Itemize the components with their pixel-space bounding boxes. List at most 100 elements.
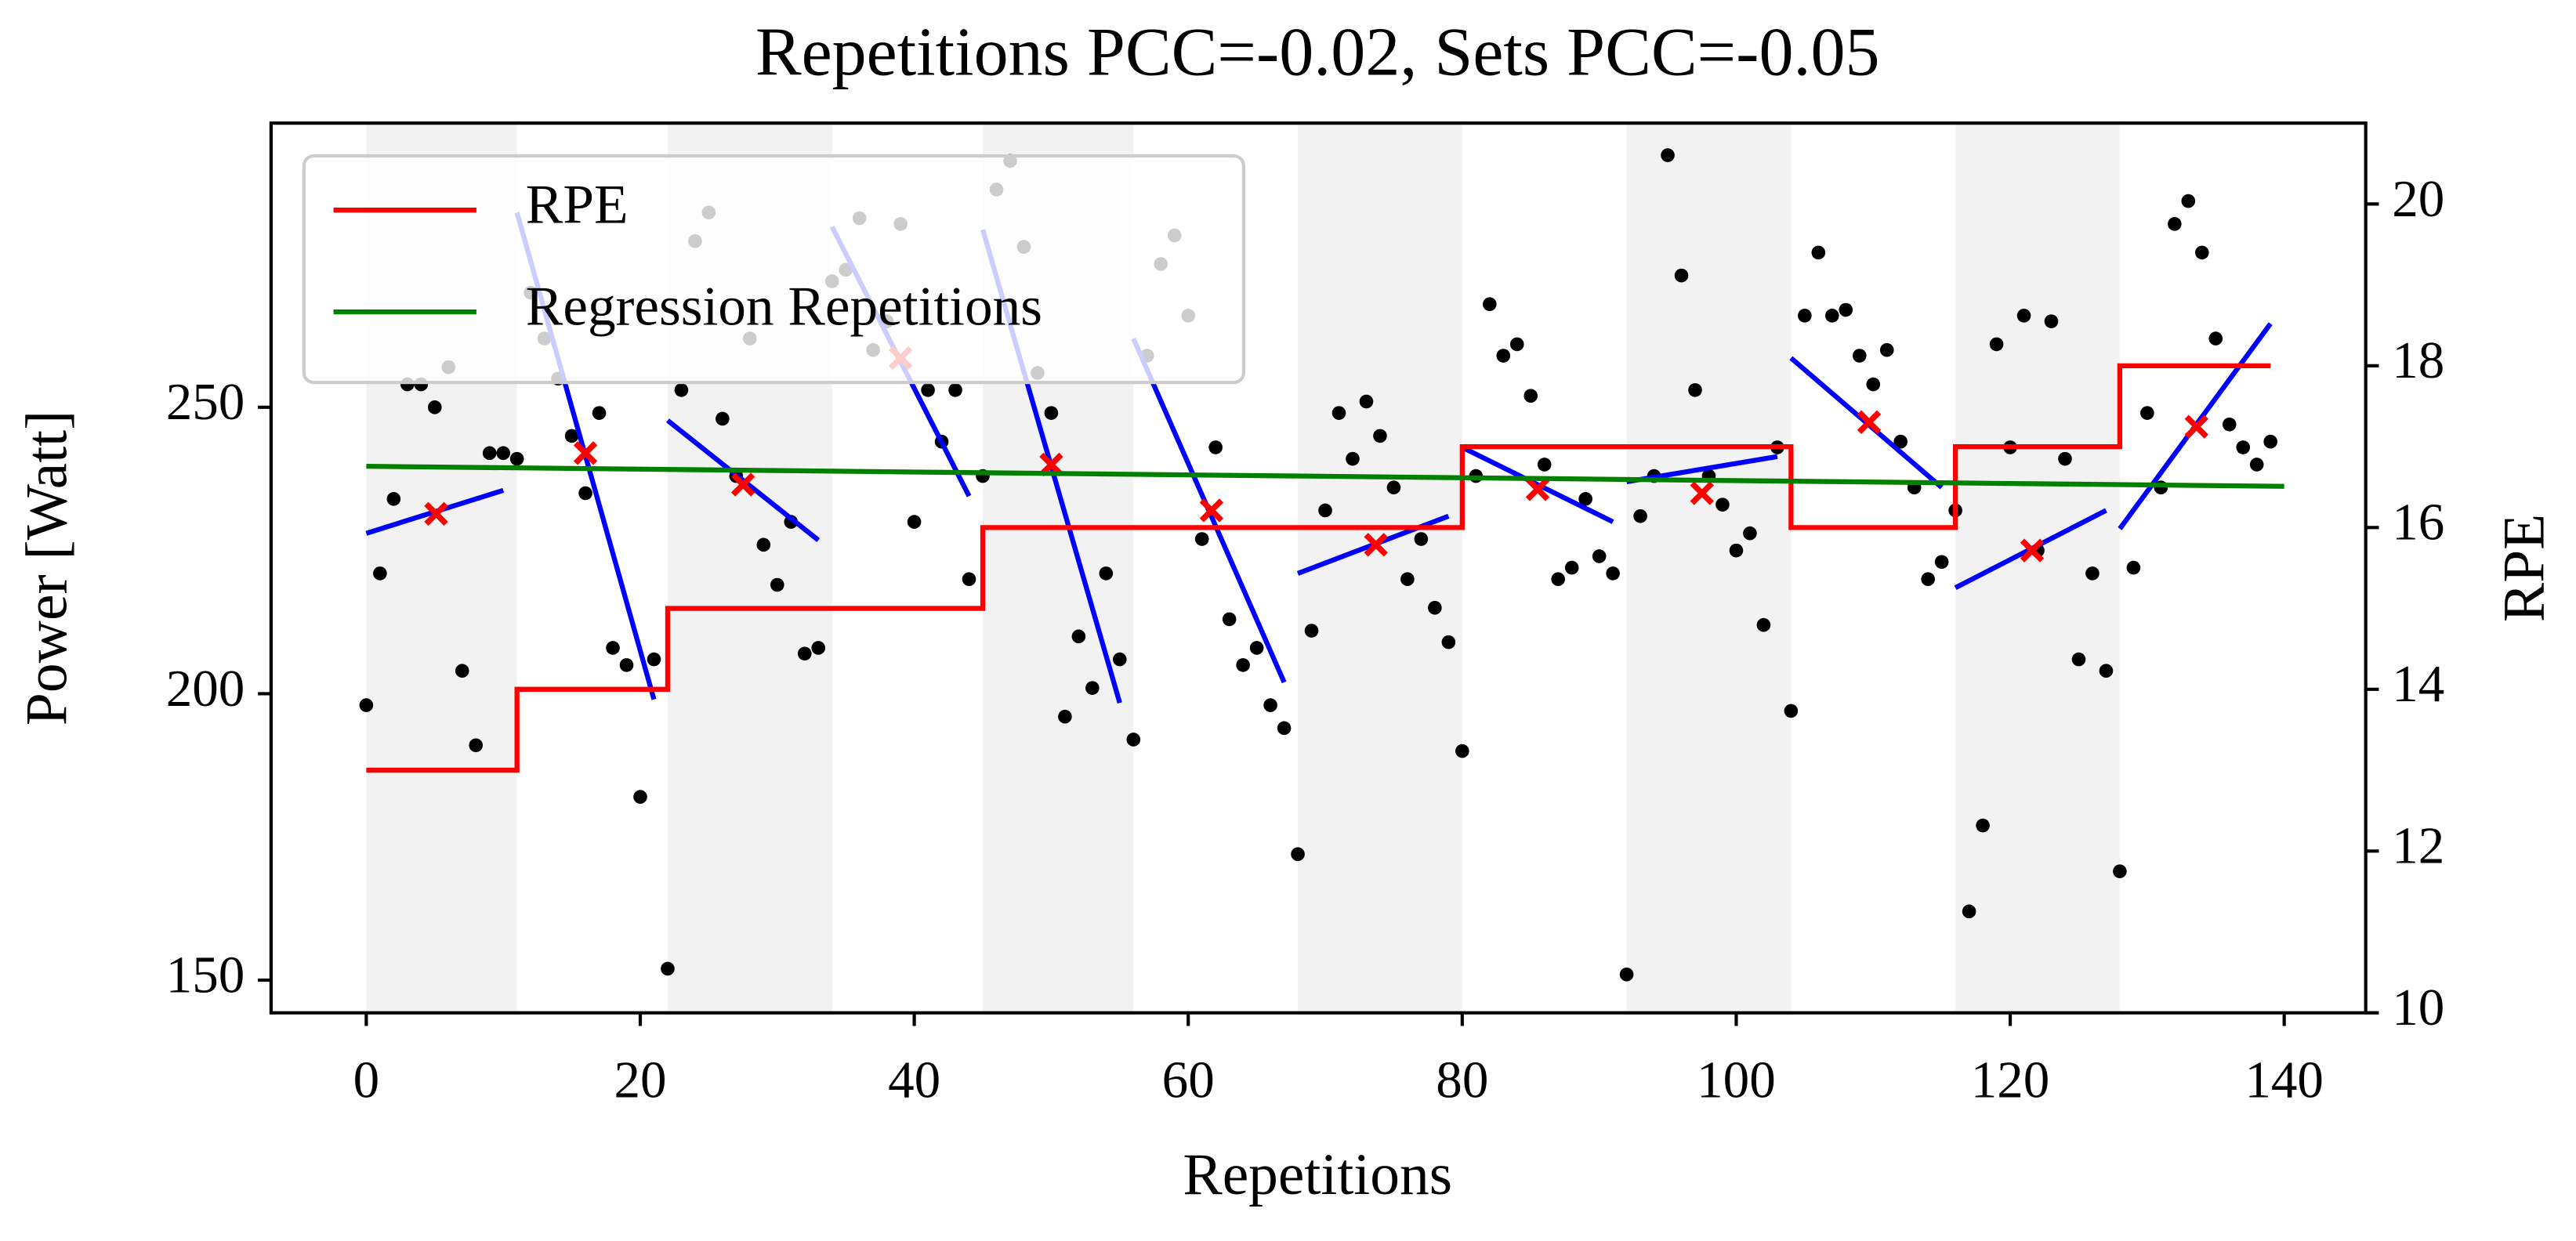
set-mean-marker xyxy=(424,501,448,526)
power-point xyxy=(2249,458,2264,472)
power-point xyxy=(1249,641,1264,655)
power-point xyxy=(2168,217,2182,231)
power-point xyxy=(1441,635,1456,649)
power-point xyxy=(1277,721,1292,736)
power-point xyxy=(2044,314,2059,328)
power-point xyxy=(578,486,592,501)
power-point xyxy=(2236,440,2251,454)
y2-tick-label: 12 xyxy=(2392,816,2444,875)
power-point xyxy=(496,446,510,461)
power-point xyxy=(921,383,935,397)
x-tick-label: 0 xyxy=(353,1050,380,1109)
power-point xyxy=(1373,429,1387,443)
power-point xyxy=(1921,572,1935,587)
set-mean-marker xyxy=(1690,481,1714,505)
x-axis-label: Repetitions xyxy=(1183,1142,1452,1207)
power-point xyxy=(455,664,469,678)
power-point xyxy=(1455,744,1469,758)
power-point xyxy=(1304,624,1319,638)
set-mean-marker xyxy=(2020,538,2045,563)
power-point xyxy=(907,515,922,529)
power-point xyxy=(716,411,730,426)
set-mean-marker xyxy=(2184,414,2208,439)
y2-tick-label: 18 xyxy=(2392,331,2444,389)
power-point xyxy=(1564,560,1579,575)
power-point xyxy=(1523,389,1538,403)
power-point xyxy=(1879,342,1894,357)
power-point xyxy=(2099,664,2114,678)
power-point xyxy=(2071,652,2086,667)
set-mean-marker xyxy=(573,441,598,465)
chart-title: Repetitions PCC=-0.02, Sets PCC=-0.05 xyxy=(755,15,1880,91)
power-point xyxy=(1509,337,1524,352)
power-point xyxy=(1400,572,1415,587)
power-point xyxy=(373,566,387,581)
y-tick-label: 250 xyxy=(166,372,245,431)
axes-frame xyxy=(269,121,2368,1015)
y-axis-label: Power [Watt] xyxy=(14,411,79,725)
power-point xyxy=(619,658,634,672)
power-point xyxy=(606,641,620,655)
power-point xyxy=(756,537,771,552)
set-mean-marker xyxy=(1199,498,1224,523)
legend-box xyxy=(302,154,1245,385)
power-point xyxy=(2016,309,2031,323)
y2-tick-label: 16 xyxy=(2392,493,2444,552)
power-point xyxy=(1099,566,1114,581)
power-point xyxy=(1496,349,1511,363)
power-point xyxy=(1208,440,1223,454)
power-point xyxy=(1126,733,1141,747)
legend-label: RPE xyxy=(526,175,629,236)
power-point xyxy=(2113,864,2127,878)
x-tick-label: 140 xyxy=(2244,1050,2324,1109)
power-point xyxy=(2126,560,2141,575)
power-point xyxy=(1386,480,1401,495)
power-point xyxy=(427,400,442,414)
power-point xyxy=(797,646,812,661)
power-point xyxy=(1346,451,1360,466)
power-point xyxy=(1633,508,1647,523)
set-mean-marker xyxy=(1857,410,1882,435)
y2-tick-label: 20 xyxy=(2392,169,2444,228)
power-point xyxy=(2058,451,2072,466)
power-point xyxy=(2181,194,2196,208)
power-point xyxy=(1839,302,1853,317)
power-point xyxy=(962,572,976,587)
power-point xyxy=(386,492,401,506)
power-point xyxy=(674,383,689,397)
power-point xyxy=(1071,629,1086,644)
power-point xyxy=(948,383,962,397)
power-point xyxy=(1551,572,1565,587)
power-point xyxy=(2140,406,2154,420)
power-point xyxy=(647,652,661,667)
x-tick-label: 80 xyxy=(1436,1050,1488,1109)
set-band xyxy=(1298,123,1462,1013)
power-point xyxy=(1318,503,1332,518)
power-point xyxy=(1824,309,1839,323)
power-point xyxy=(1482,297,1497,312)
power-point xyxy=(811,641,826,655)
y-tick-label: 150 xyxy=(166,945,245,1004)
x-tick-label: 20 xyxy=(614,1050,666,1109)
power-point xyxy=(1194,532,1209,546)
power-point xyxy=(1606,566,1620,581)
power-point xyxy=(1798,309,1812,323)
power-point xyxy=(2208,331,2223,346)
power-point xyxy=(2222,417,2237,432)
x-tick-label: 120 xyxy=(1971,1050,2050,1109)
set-regression-line xyxy=(1461,445,1614,524)
power-point xyxy=(770,577,784,592)
power-point xyxy=(1291,847,1305,862)
power-point xyxy=(1058,709,1072,724)
power-point xyxy=(1674,268,1689,283)
power-point xyxy=(1331,406,1346,420)
power-point xyxy=(1852,349,1867,363)
x-tick-label: 40 xyxy=(888,1050,940,1109)
power-point xyxy=(2194,245,2209,260)
legend-label: Regression Repetitions xyxy=(526,276,1042,337)
power-point xyxy=(1893,434,1908,449)
power-point xyxy=(1222,612,1237,627)
y2-axis-label: RPE xyxy=(2492,514,2557,622)
power-point xyxy=(592,406,607,420)
